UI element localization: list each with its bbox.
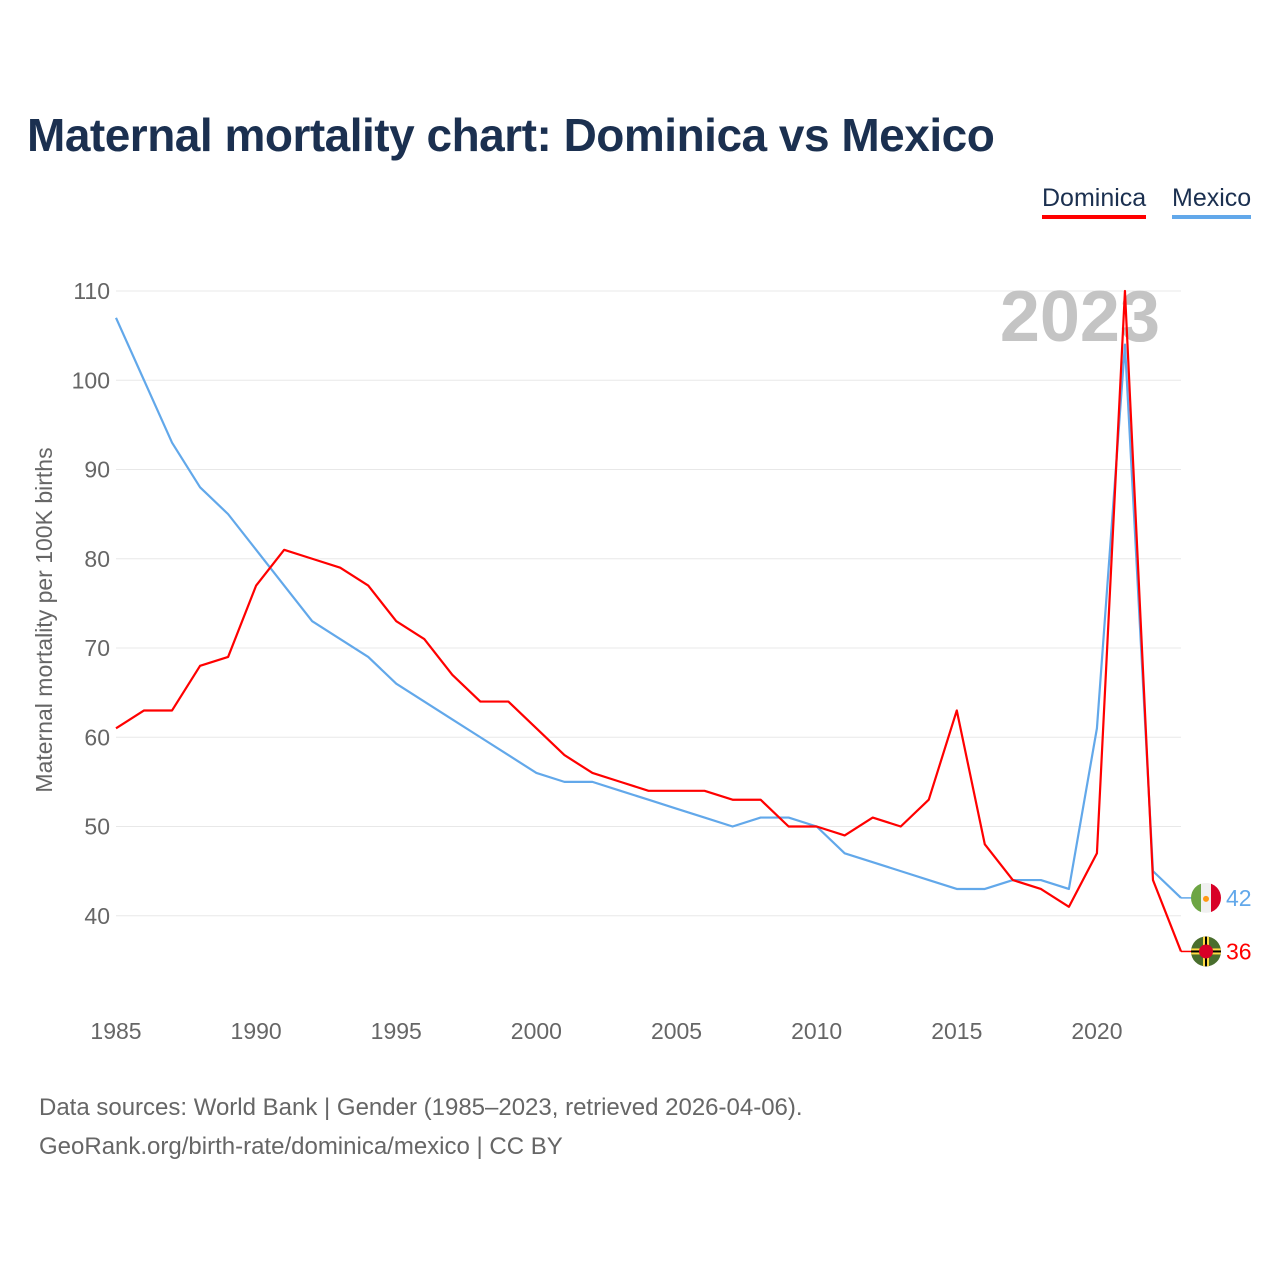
y-tick-label: 90 <box>84 457 110 483</box>
y-tick-label: 50 <box>84 814 110 840</box>
y-axis-label: Maternal mortality per 100K births <box>31 447 57 792</box>
x-tick-label: 1990 <box>231 1018 282 1044</box>
series-line-mexico[interactable] <box>114 317 1182 899</box>
year-watermark: 2023 <box>1000 277 1160 357</box>
series-line-dominica[interactable] <box>115 289 1183 952</box>
x-tick-label: 2010 <box>791 1018 842 1044</box>
source-url[interactable]: GeoRank.org/birth-rate/dominica/mexico |… <box>39 1133 563 1160</box>
x-tick-label: 1995 <box>371 1018 422 1044</box>
end-value-label: 36 <box>1226 938 1252 964</box>
end-value-label: 42 <box>1226 885 1252 911</box>
y-tick-label: 100 <box>72 367 110 393</box>
y-tick-label: 70 <box>84 635 110 661</box>
source-note: Data sources: World Bank | Gender (1985–… <box>39 1088 803 1166</box>
x-tick-label: 2000 <box>511 1018 562 1044</box>
y-tick-label: 80 <box>84 546 110 572</box>
mexico-flag-icon <box>1191 882 1221 913</box>
x-tick-label: 2020 <box>1071 1018 1122 1044</box>
x-tick-label: 2015 <box>931 1018 982 1044</box>
x-tick-label: 1985 <box>90 1018 141 1044</box>
source-line: Data sources: World Bank | Gender (1985–… <box>39 1094 803 1121</box>
y-tick-label: 110 <box>73 278 110 304</box>
y-tick-label: 60 <box>84 724 110 750</box>
chart-title: Maternal mortality chart: Dominica vs Me… <box>27 109 995 161</box>
legend-mexico[interactable]: Mexico <box>1172 184 1252 219</box>
y-tick-label: 40 <box>84 903 110 929</box>
legend-dominica[interactable]: Dominica <box>1042 184 1147 219</box>
dominica-flag-icon <box>1191 936 1221 967</box>
x-tick-label: 2005 <box>651 1018 702 1044</box>
